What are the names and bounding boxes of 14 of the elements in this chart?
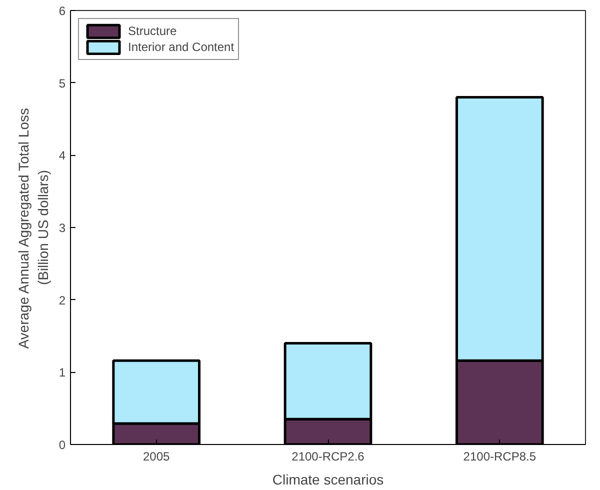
- legend-label: Structure: [128, 24, 177, 38]
- y-tick-label: 6: [58, 4, 66, 18]
- legend-label: Interior and Content: [128, 40, 234, 54]
- x-axis-title: Climate scenarios: [272, 472, 384, 488]
- y-tick-label: 2: [58, 293, 66, 308]
- x-tick-label: 2100-RCP8.5: [463, 450, 536, 464]
- y-tick-label: 4: [58, 148, 66, 163]
- y-tick-label: 5: [58, 76, 66, 90]
- y-tick-label: 3: [58, 221, 66, 235]
- x-tick-label: 2005: [142, 450, 170, 464]
- x-tick-label: 2100-RCP2.6: [292, 450, 365, 464]
- y-tick-label: 0: [58, 438, 66, 452]
- y-tick-label: 1: [58, 366, 66, 380]
- y-axis-title: Average Annual Aggregated Total Loss (Billion US dollars): [16, 108, 51, 349]
